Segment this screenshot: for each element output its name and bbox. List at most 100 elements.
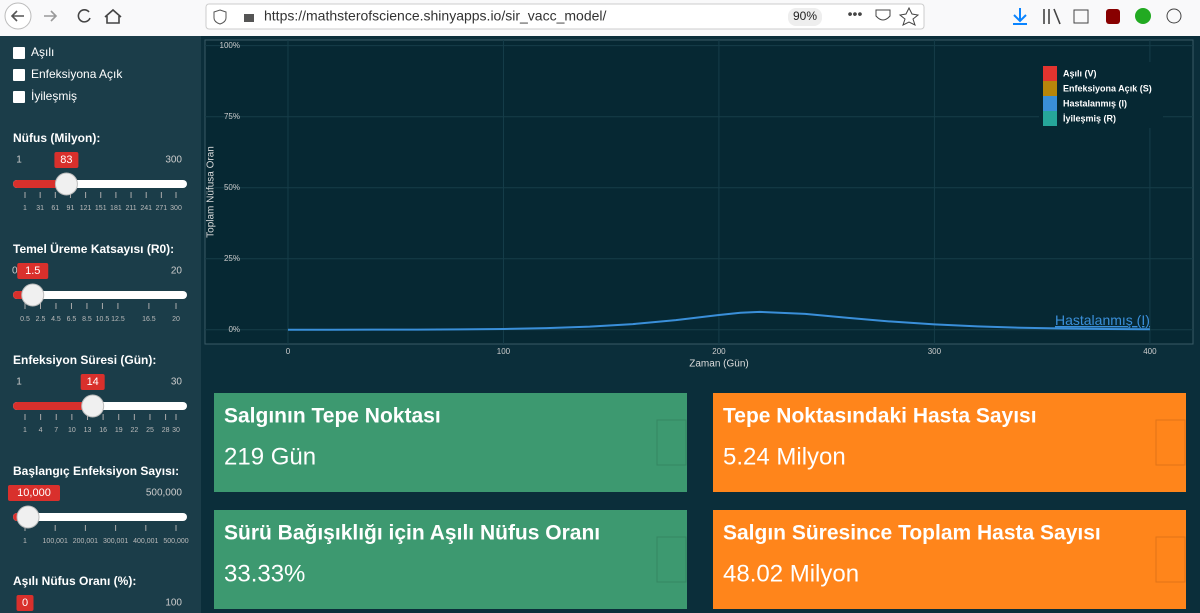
slider-tick-label: 211 [125, 205, 136, 212]
legend-label[interactable]: İyileşmiş (R) [1063, 113, 1116, 123]
legend-label[interactable]: Hastalanmış (I) [1063, 98, 1127, 108]
slider-label: Aşılı Nüfus Oranı (%): [13, 574, 136, 588]
value-box-icon [1155, 419, 1186, 466]
slider-tick-label: 300,001 [103, 538, 128, 545]
slider-tick-label: 31 [36, 205, 44, 212]
slider-tick-label: 1 [23, 538, 27, 545]
slider-label: Başlangıç Enfeksiyon Sayısı: [13, 464, 179, 478]
slider-tick-label: 12.5 [111, 316, 125, 323]
slider-tick-label: 0.5 [20, 316, 30, 323]
download-icon[interactable] [1013, 8, 1027, 25]
y-axis-title: Toplam Nüfusa Oran [206, 146, 217, 238]
value-box [713, 393, 1186, 492]
value-box-title: Salgının Tepe Noktası [224, 405, 441, 428]
legend-label[interactable]: Aşılı (V) [1063, 68, 1097, 78]
value-box-icon [656, 536, 687, 583]
slider-tick-label: 16.5 [142, 316, 156, 323]
slider-handle[interactable] [16, 505, 40, 529]
slider-value: 83 [60, 154, 72, 166]
sidebar-icon[interactable] [1073, 9, 1089, 24]
legend-label[interactable]: Enfeksiyona Açık (S) [1063, 83, 1152, 93]
value-box-value: 5.24 Milyon [723, 443, 846, 470]
slider-handle[interactable] [81, 394, 105, 418]
menu-icon[interactable]: ••• [848, 6, 863, 22]
value-box-value: 33.33% [224, 560, 305, 587]
reload-button[interactable] [77, 9, 91, 23]
extension-icon[interactable] [1135, 8, 1151, 24]
slider-value: 14 [87, 376, 99, 388]
checkbox[interactable] [13, 47, 25, 59]
zoom-badge[interactable] [788, 8, 822, 26]
slider-tick-label: 8.5 [82, 316, 92, 323]
bookmark-star[interactable] [898, 6, 920, 26]
slider-max: 30 [171, 377, 183, 388]
y-tick-label: 100% [220, 41, 240, 50]
x-tick-label: 100 [497, 347, 511, 356]
slider-value-bubble [8, 485, 60, 501]
slider-tick-label: 1 [23, 427, 27, 434]
slider-tick-label: 500,000 [163, 538, 188, 545]
legend-swatch [1043, 81, 1057, 96]
value-box-title: Salgın Süresince Toplam Hasta Sayısı [723, 522, 1101, 545]
slider-tick-label: 300 [170, 205, 182, 212]
slider-label: Nüfus (Milyon): [13, 131, 100, 145]
value-box [713, 510, 1186, 609]
legend-swatch [1043, 66, 1057, 81]
y-tick-label: 50% [224, 183, 240, 192]
slider-tick-label: 25 [146, 427, 154, 434]
x-tick-label: 0 [286, 347, 291, 356]
library-icon[interactable] [1043, 8, 1061, 25]
checkbox-label: İyileşmiş [31, 89, 77, 103]
slider-track [13, 291, 187, 299]
slider-max: 500,000 [146, 488, 183, 499]
slider-tick-label: 100,001 [43, 538, 68, 545]
series-line [287, 310, 1150, 331]
slider-max: 20 [171, 266, 183, 277]
url-bar[interactable] [205, 3, 925, 30]
slider-value: 0 [22, 597, 28, 609]
home-button[interactable] [104, 8, 122, 24]
series-label[interactable]: Hastalanmış (I) [1055, 312, 1150, 328]
slider-label: Enfeksiyon Süresi (Gün): [13, 353, 156, 367]
slider-tick-label: 200,001 [73, 538, 98, 545]
slider-min: 1 [16, 377, 22, 388]
pocket-icon[interactable] [875, 9, 891, 21]
y-tick-label: 75% [224, 112, 240, 121]
slider-fill [13, 180, 67, 188]
slider-tick-label: 16 [99, 427, 107, 434]
legend-swatch [1043, 111, 1057, 126]
x-tick-label: 400 [1143, 347, 1157, 356]
slider-tick-label: 4.5 [51, 316, 61, 323]
slider-handle[interactable] [54, 172, 78, 196]
slider-tick-label: 151 [95, 205, 107, 212]
account-icon[interactable] [1166, 8, 1182, 24]
slider-handle[interactable] [21, 283, 45, 307]
value-box-title: Tepe Noktasındaki Hasta Sayısı [723, 405, 1037, 428]
slider-tick-label: 19 [115, 427, 123, 434]
url-text: https://mathsterofscience.shinyapps.io/s… [264, 8, 606, 24]
back-icon [10, 10, 24, 22]
slider-tick-label: 91 [67, 205, 75, 212]
shield-icon [213, 9, 227, 25]
slider-value-bubble [16, 595, 34, 611]
x-tick-label: 200 [712, 347, 726, 356]
legend-box [1039, 62, 1163, 128]
slider-tick-label: 61 [51, 205, 59, 212]
slider-tick-label: 400,001 [133, 538, 158, 545]
slider-tick-label: 1 [23, 205, 27, 212]
slider-tick-label: 10.5 [96, 316, 110, 323]
forward-button[interactable] [44, 10, 58, 22]
y-tick-label: 25% [224, 254, 240, 263]
value-box [214, 510, 687, 609]
value-box-value: 219 Gün [224, 443, 316, 470]
checkbox[interactable] [13, 91, 25, 103]
ublock-icon[interactable] [1106, 9, 1120, 24]
slider-tick-label: 6.5 [67, 316, 77, 323]
slider-label: Temel Üreme Katsayısı (R0): [13, 241, 174, 256]
checkbox[interactable] [13, 69, 25, 81]
slider-tick-label: 181 [110, 205, 122, 212]
checkbox-label: Enfeksiyona Açık [31, 67, 123, 81]
